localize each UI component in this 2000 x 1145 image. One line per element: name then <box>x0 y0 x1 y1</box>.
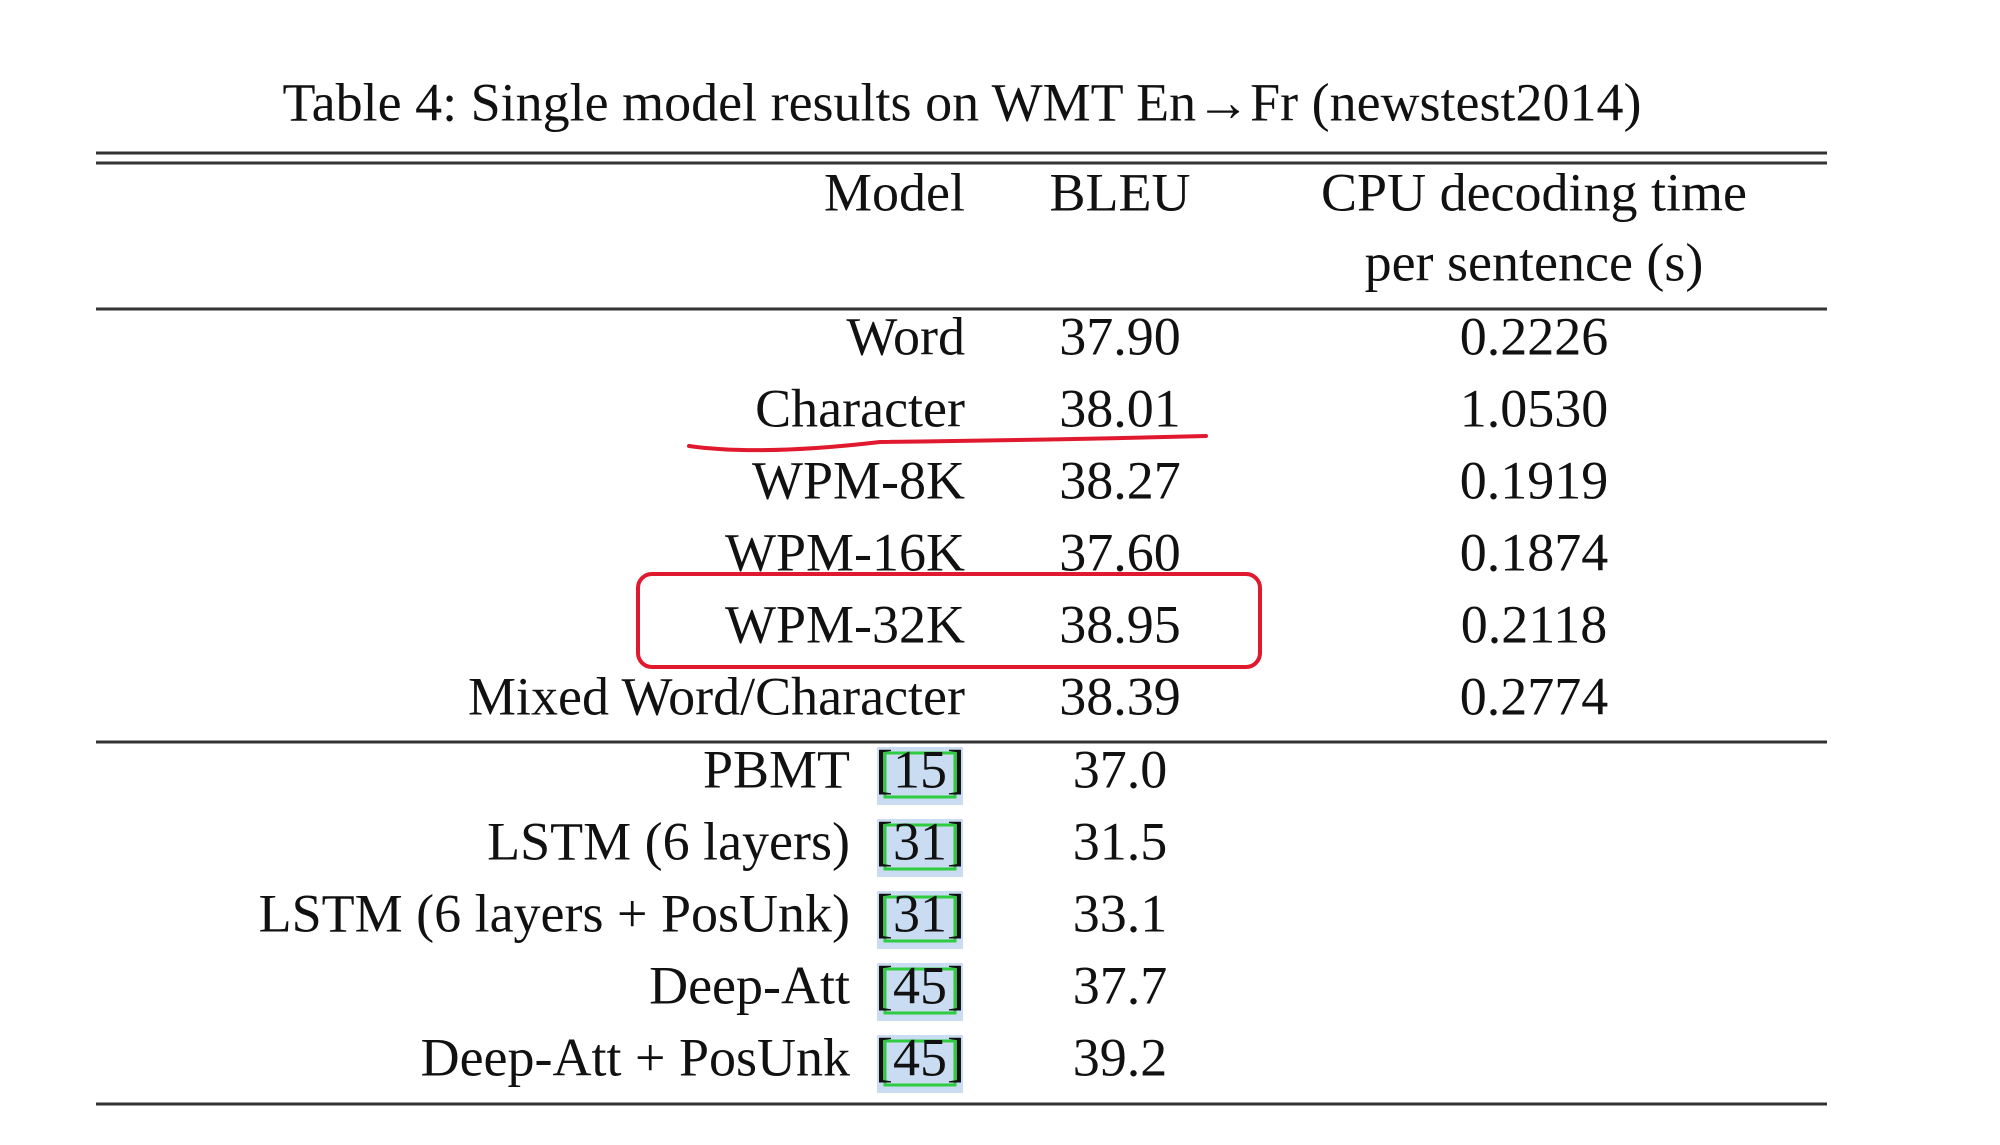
citation-highlight <box>877 747 963 805</box>
bleu-score: 38.39 <box>1059 666 1181 726</box>
citation-highlight <box>877 963 963 1021</box>
cpu-time: 0.2118 <box>1461 594 1608 654</box>
citation-link-box <box>883 1039 957 1087</box>
model-name: PBMT <box>703 739 850 799</box>
citation: [31] <box>875 811 965 871</box>
citation-link-box <box>883 823 957 871</box>
cpu-time: 0.2226 <box>1460 306 1609 366</box>
model-name: Deep-Att <box>649 955 850 1015</box>
model-name: LSTM (6 layers) <box>487 811 850 871</box>
header-cpu: per sentence (s) <box>1365 232 1704 292</box>
model-name: Mixed Word/Character <box>468 666 965 726</box>
header-cpu: CPU decoding time <box>1321 162 1747 222</box>
bleu-score: 37.0 <box>1073 739 1168 799</box>
citation-link-box <box>883 895 957 943</box>
citation-highlight <box>877 891 963 949</box>
red-underline <box>687 434 1208 453</box>
bleu-score: 37.7 <box>1073 955 1168 1015</box>
model-name: LSTM (6 layers + PosUnk) <box>259 883 850 943</box>
bleu-score: 38.01 <box>1059 378 1181 438</box>
citation-highlight <box>877 1035 963 1093</box>
citation: [45] <box>875 1027 965 1087</box>
red-highlight-box <box>636 572 1262 669</box>
caption: Table 4: Single model results on WMT En→… <box>282 72 1641 132</box>
bleu-score: 33.1 <box>1073 883 1168 943</box>
citation-link-box <box>883 967 957 1015</box>
header-model: Model <box>824 162 965 222</box>
model-name: WPM-32K <box>725 594 965 654</box>
cpu-time: 0.1919 <box>1460 450 1609 510</box>
bleu-score: 31.5 <box>1073 811 1168 871</box>
citation: [15] <box>875 739 965 799</box>
cpu-time: 0.1874 <box>1460 522 1609 582</box>
citation-highlight <box>877 819 963 877</box>
citation-link-box <box>883 751 957 799</box>
model-name: Character <box>755 378 965 438</box>
header-bleu: BLEU <box>1050 162 1191 222</box>
model-name: Deep-Att + PosUnk <box>421 1027 850 1087</box>
bleu-score: 39.2 <box>1073 1027 1168 1087</box>
bleu-score: 38.95 <box>1059 594 1181 654</box>
bleu-score: 37.90 <box>1059 306 1181 366</box>
citation: [45] <box>875 955 965 1015</box>
cpu-time: 1.0530 <box>1460 378 1609 438</box>
model-name: WPM-8K <box>752 450 965 510</box>
model-name: Word <box>846 306 965 366</box>
cpu-time: 0.2774 <box>1460 666 1609 726</box>
citation: [31] <box>875 883 965 943</box>
bleu-score: 38.27 <box>1059 450 1181 510</box>
